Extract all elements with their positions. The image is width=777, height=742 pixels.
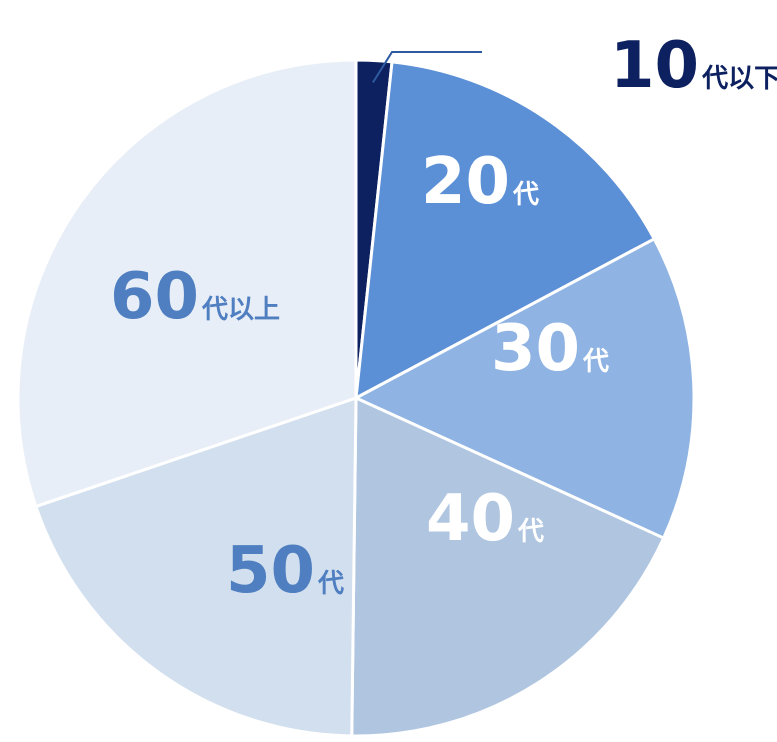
pie-slice-40 bbox=[350, 396, 666, 738]
slice-label-number: 40 bbox=[426, 482, 515, 556]
slice-label-number: 50 bbox=[226, 534, 315, 608]
slice-label-10: 10 代以下 bbox=[610, 29, 777, 103]
slice-label-number: 20 bbox=[421, 145, 510, 219]
slice-label-40: 40 代 bbox=[426, 482, 544, 556]
pie-slice-50 bbox=[34, 396, 358, 738]
slice-label-suffix: 代以上 bbox=[201, 295, 280, 325]
pie-slice-60 bbox=[16, 58, 358, 508]
slice-label-suffix: 代以下 bbox=[701, 64, 777, 94]
slice-label-number: 10 bbox=[610, 29, 699, 103]
pie-slices bbox=[16, 58, 696, 738]
slice-label-60: 60 代以上 bbox=[110, 260, 280, 334]
pie-slice-30 bbox=[354, 237, 696, 540]
slice-label-30: 30 代 bbox=[491, 312, 609, 386]
leader-line-10 bbox=[372, 51, 482, 84]
slice-label-suffix: 代 bbox=[317, 569, 344, 599]
slice-label-number: 30 bbox=[491, 312, 580, 386]
slice-label-suffix: 代 bbox=[517, 517, 544, 547]
slice-label-20: 20 代 bbox=[421, 145, 539, 219]
slice-label-number: 60 bbox=[110, 260, 199, 334]
slice-label-50: 50 代 bbox=[226, 534, 344, 608]
slice-label-suffix: 代 bbox=[512, 180, 539, 210]
slice-label-suffix: 代 bbox=[582, 347, 609, 377]
pie-slice-20 bbox=[354, 60, 656, 400]
leader-lines bbox=[372, 51, 482, 84]
